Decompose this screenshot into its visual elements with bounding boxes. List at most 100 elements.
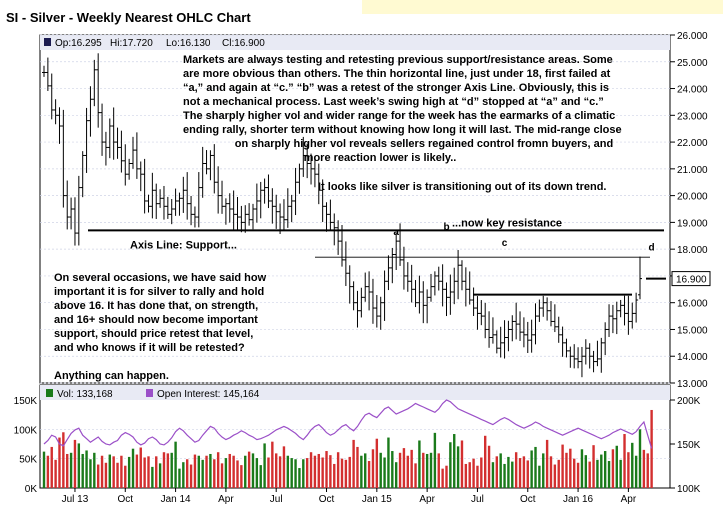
volume-bar (267, 457, 270, 488)
volume-bar (93, 452, 96, 488)
volume-bar (135, 454, 139, 488)
oi-tick-label: 150K (677, 440, 701, 451)
volume-bar (263, 443, 266, 488)
volume-bar (495, 456, 499, 488)
annotation-line: ending rally, shorter term without knowi… (183, 124, 622, 136)
volume-bar (514, 452, 518, 488)
trend-lines: Axis Line: Support... ...now key resistan… (88, 217, 664, 296)
volume-bar (425, 453, 429, 488)
swing-label-c: c (502, 238, 508, 249)
volume-bar (42, 451, 46, 488)
volume-bar (371, 449, 375, 488)
volume-bar (507, 456, 510, 488)
oi-tick-label: 100K (677, 484, 701, 495)
volume-bar (305, 458, 309, 488)
price-tick-label: 14.000 (677, 352, 708, 363)
volume-bar (545, 439, 549, 488)
axis-line-label: Axis Line: Support... (130, 239, 237, 251)
volume-bar (480, 457, 483, 488)
last-price-marker: 16.900 (646, 271, 711, 287)
price-tick-label: 13.000 (677, 379, 708, 390)
open-interest-line (43, 399, 653, 449)
price-tick-label: 21.000 (677, 165, 708, 176)
x-axis-ticks: Jul 13 Oct Jan 14 Apr Jul Oct Jan 15 Apr Jul Oct J… (62, 488, 637, 505)
price-tick-label: 22.000 (677, 138, 708, 149)
annotation-line: are more obvious than others. The thin h… (183, 68, 611, 80)
volume-bar (437, 453, 440, 488)
annotation-line: important it is for silver to rally and … (54, 286, 264, 298)
volume-bar (491, 462, 495, 488)
oi-tick-label: 200K (677, 396, 701, 407)
volume-bar (205, 455, 208, 488)
volume-bar (77, 443, 81, 488)
volume-bar (290, 458, 293, 488)
volume-bar (534, 446, 537, 488)
volume-bar (236, 460, 239, 488)
volume-tick-label: 100K (14, 425, 38, 436)
volume-bar (600, 454, 603, 488)
volume-bar (278, 456, 282, 488)
ohlc-high-label: Hi:17.720 (110, 38, 153, 49)
volume-bar (422, 452, 425, 488)
price-axis-ticks: 26.000 25.000 24.000 23.000 22.000 21.000 20.0… (670, 31, 708, 390)
x-tick-label: Jan 14 (161, 494, 191, 505)
volume-bar (596, 459, 599, 488)
x-tick-label: Apr (218, 494, 234, 505)
volume-tick-label: 0K (25, 484, 38, 495)
volume-bar (162, 452, 166, 488)
volume-bar (522, 456, 526, 488)
volume-bar (526, 460, 529, 488)
volume-bar (100, 455, 104, 488)
volume-bar (46, 455, 50, 488)
last-price-label: 16.900 (676, 275, 707, 286)
volume-bar (85, 450, 88, 488)
ohlc-close-label: Cl:16.900 (222, 38, 265, 49)
annotation-line: support, should price retest that level, (54, 328, 253, 340)
volume-bar (213, 459, 216, 488)
x-tick-label: Oct (117, 494, 133, 505)
volume-bar (383, 457, 386, 488)
volume-bar (634, 455, 638, 488)
volume-bar (584, 455, 588, 488)
volume-bar (542, 453, 545, 488)
volume-bar (271, 441, 274, 488)
volume-bar (50, 446, 53, 488)
volume-legend-label: Vol: 133,168 (57, 389, 113, 400)
volume-bar (607, 461, 611, 488)
volume-bar (201, 459, 204, 488)
last-price-box (671, 271, 711, 287)
volume-axis-ticks: 150K 100K 50K 0K 200K 150K 100K (14, 396, 701, 495)
x-tick-label: Jul (471, 494, 484, 505)
volume-bar (321, 457, 324, 488)
ohlc-header-marker (44, 38, 51, 46)
x-tick-label: Jul 13 (62, 494, 89, 505)
top-right-highlight (362, 0, 723, 14)
volume-bar (185, 459, 189, 488)
volume-bar (62, 432, 65, 488)
volume-bar (313, 455, 317, 488)
volume-bar (433, 432, 437, 488)
volume-bar (565, 452, 568, 488)
x-tick-label: Jan 16 (563, 494, 593, 505)
x-tick-label: Apr (621, 494, 637, 505)
volume-bar (112, 456, 115, 488)
price-tick-label: 16.000 (677, 299, 708, 310)
x-tick-label: Jul (270, 494, 283, 505)
volume-bar (251, 453, 255, 488)
price-tick-label: 26.000 (677, 31, 708, 42)
volume-bar (445, 465, 448, 488)
volume-bar (240, 465, 243, 488)
volume-bar (143, 457, 146, 488)
volume-bar (456, 446, 460, 488)
volume-bar (549, 456, 553, 488)
volume-bar (131, 448, 135, 488)
volume-bar (627, 452, 630, 488)
annotation-line: Markets are always testing and retesting… (183, 54, 613, 66)
volume-bar (464, 463, 468, 488)
volume-legend-bar (40, 385, 670, 400)
volume-bar (348, 456, 351, 488)
volume-bar (282, 446, 286, 488)
volume-bar (631, 442, 634, 488)
price-panel: Op:16.295 Hi:17.720 Lo:16.130 Cl:16.900 … (39, 31, 711, 390)
